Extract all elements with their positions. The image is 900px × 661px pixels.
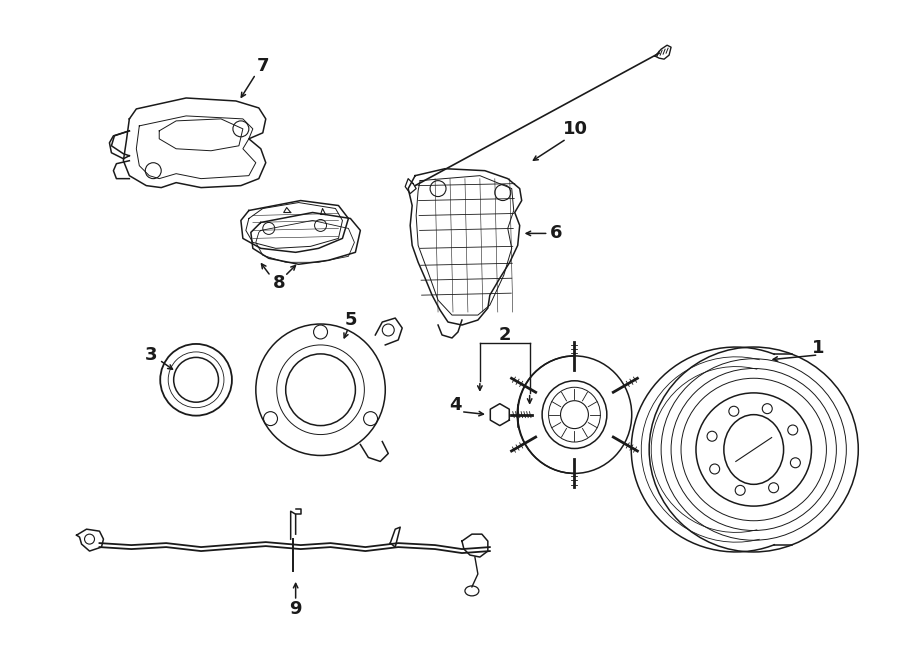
Text: 8: 8 [273,274,285,292]
Text: 9: 9 [290,600,302,618]
Text: 6: 6 [550,225,562,243]
Text: 5: 5 [344,311,356,329]
Text: 4: 4 [449,396,461,414]
Text: 10: 10 [563,120,588,138]
Text: 7: 7 [256,57,269,75]
Text: 3: 3 [145,346,158,364]
Text: 1: 1 [812,339,824,357]
Text: 2: 2 [499,326,511,344]
